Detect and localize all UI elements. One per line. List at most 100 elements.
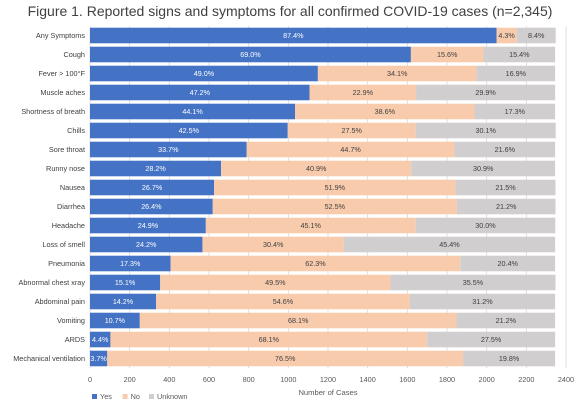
x-tick-label: 1600 <box>399 375 415 384</box>
bar-unknown <box>343 236 556 253</box>
data-label: 68.1% <box>288 316 309 325</box>
category-label: ARDS <box>65 335 85 344</box>
x-tick-label: 200 <box>124 375 136 384</box>
data-label: 24.2% <box>136 240 157 249</box>
legend-label: Unknown <box>157 392 187 401</box>
data-label: 34.1% <box>387 69 408 78</box>
data-label: 49.5% <box>265 278 286 287</box>
legend-swatch <box>149 394 154 399</box>
data-label: 10.7% <box>105 316 126 325</box>
bar-no <box>160 274 391 291</box>
data-label: 87.4% <box>283 31 304 40</box>
data-label: 29.9% <box>475 88 496 97</box>
bar-unknown <box>474 103 556 120</box>
category-label: Abdominal pain <box>35 297 85 306</box>
bar-unknown <box>456 312 556 329</box>
category-label: Nausea <box>60 183 86 192</box>
data-label: 8.4% <box>528 31 545 40</box>
data-label: 30.1% <box>475 126 496 135</box>
category-label: Any Symptoms <box>36 31 85 40</box>
bar-yes <box>90 274 161 291</box>
legend-swatch <box>92 394 97 399</box>
x-tick-label: 1800 <box>439 375 455 384</box>
bar-no <box>295 103 475 120</box>
bar-yes <box>90 179 215 196</box>
bar-unknown <box>454 141 556 158</box>
data-label: 49.0% <box>194 69 215 78</box>
category-label: Muscle aches <box>40 88 85 97</box>
bar-no <box>156 293 410 310</box>
x-tick-label: 1000 <box>280 375 296 384</box>
data-label: 30.0% <box>475 221 496 230</box>
bar-yes <box>90 255 171 272</box>
bar-no <box>212 198 457 215</box>
x-tick-label: 1200 <box>320 375 336 384</box>
gridlines <box>89 26 567 368</box>
data-label: 35.5% <box>463 278 484 287</box>
category-label: Sore throat <box>49 145 85 154</box>
data-label: 44.1% <box>182 107 203 116</box>
bar-yes <box>90 103 296 120</box>
data-label: 24.9% <box>138 221 159 230</box>
bar-unknown <box>483 46 556 63</box>
bar-no <box>107 350 464 367</box>
bar-yes <box>90 350 108 367</box>
bar-unknown <box>416 84 556 101</box>
category-label: Fever > 100°F <box>38 69 85 78</box>
data-label: 21.5% <box>495 183 516 192</box>
data-label: 20.4% <box>497 259 518 268</box>
bar-yes <box>90 217 206 234</box>
bar-no <box>287 122 416 139</box>
bar-unknown <box>427 331 556 348</box>
bar-yes <box>90 331 111 348</box>
bar-no <box>317 65 477 82</box>
category-label: Vomiting <box>57 316 85 325</box>
legend-label: Yes <box>100 392 112 401</box>
data-label: 33.7% <box>158 145 179 154</box>
bar-yes <box>90 122 288 139</box>
data-label: 21.6% <box>495 145 516 154</box>
data-label: 54.6% <box>273 297 294 306</box>
data-label: 44.7% <box>340 145 361 154</box>
x-axis-label: Number of Cases <box>298 388 357 397</box>
x-tick-label: 0 <box>88 375 92 384</box>
data-label: 19.8% <box>499 354 520 363</box>
chart-title: Figure 1. Reported signs and symptoms fo… <box>28 3 553 19</box>
x-tick-label: 400 <box>163 375 175 384</box>
bar-yes <box>90 27 497 44</box>
legend: Yes No Unknown <box>92 392 187 401</box>
data-label: 30.9% <box>473 164 494 173</box>
x-tick-label: 2400 <box>558 375 574 384</box>
data-label: 40.9% <box>306 164 327 173</box>
data-label: 22.9% <box>353 88 374 97</box>
x-tick-label: 1400 <box>360 375 376 384</box>
bar-no <box>139 312 457 329</box>
bar-unknown <box>463 350 556 367</box>
data-label: 27.5% <box>481 335 502 344</box>
bar-no <box>221 160 412 177</box>
bar-no <box>309 84 417 101</box>
bar-yes <box>90 293 157 310</box>
category-label: Headache <box>52 221 85 230</box>
data-label: 21.2% <box>496 202 517 211</box>
bar-yes <box>90 236 203 253</box>
x-axis-ticks: 0 200 400 600 800 1000 1200 1400 1600 1800 2000 220… <box>88 375 574 384</box>
category-label: Cough <box>63 50 85 59</box>
category-label: Shortness of breath <box>21 107 85 116</box>
bar-unknown <box>415 217 556 234</box>
bar-no <box>205 217 416 234</box>
data-label: 26.7% <box>142 183 163 192</box>
data-label: 26.4% <box>141 202 162 211</box>
data-label: 62.3% <box>305 259 326 268</box>
data-label: 17.3% <box>120 259 141 268</box>
data-label: 16.9% <box>506 69 527 78</box>
data-label: 17.3% <box>505 107 526 116</box>
bar-no <box>496 27 517 44</box>
x-tick-label: 800 <box>243 375 255 384</box>
x-tick-label: 2000 <box>479 375 495 384</box>
bar-unknown <box>455 179 556 196</box>
x-tick-label: 2200 <box>518 375 534 384</box>
bar-yes <box>90 141 247 158</box>
bar-yes <box>90 160 222 177</box>
